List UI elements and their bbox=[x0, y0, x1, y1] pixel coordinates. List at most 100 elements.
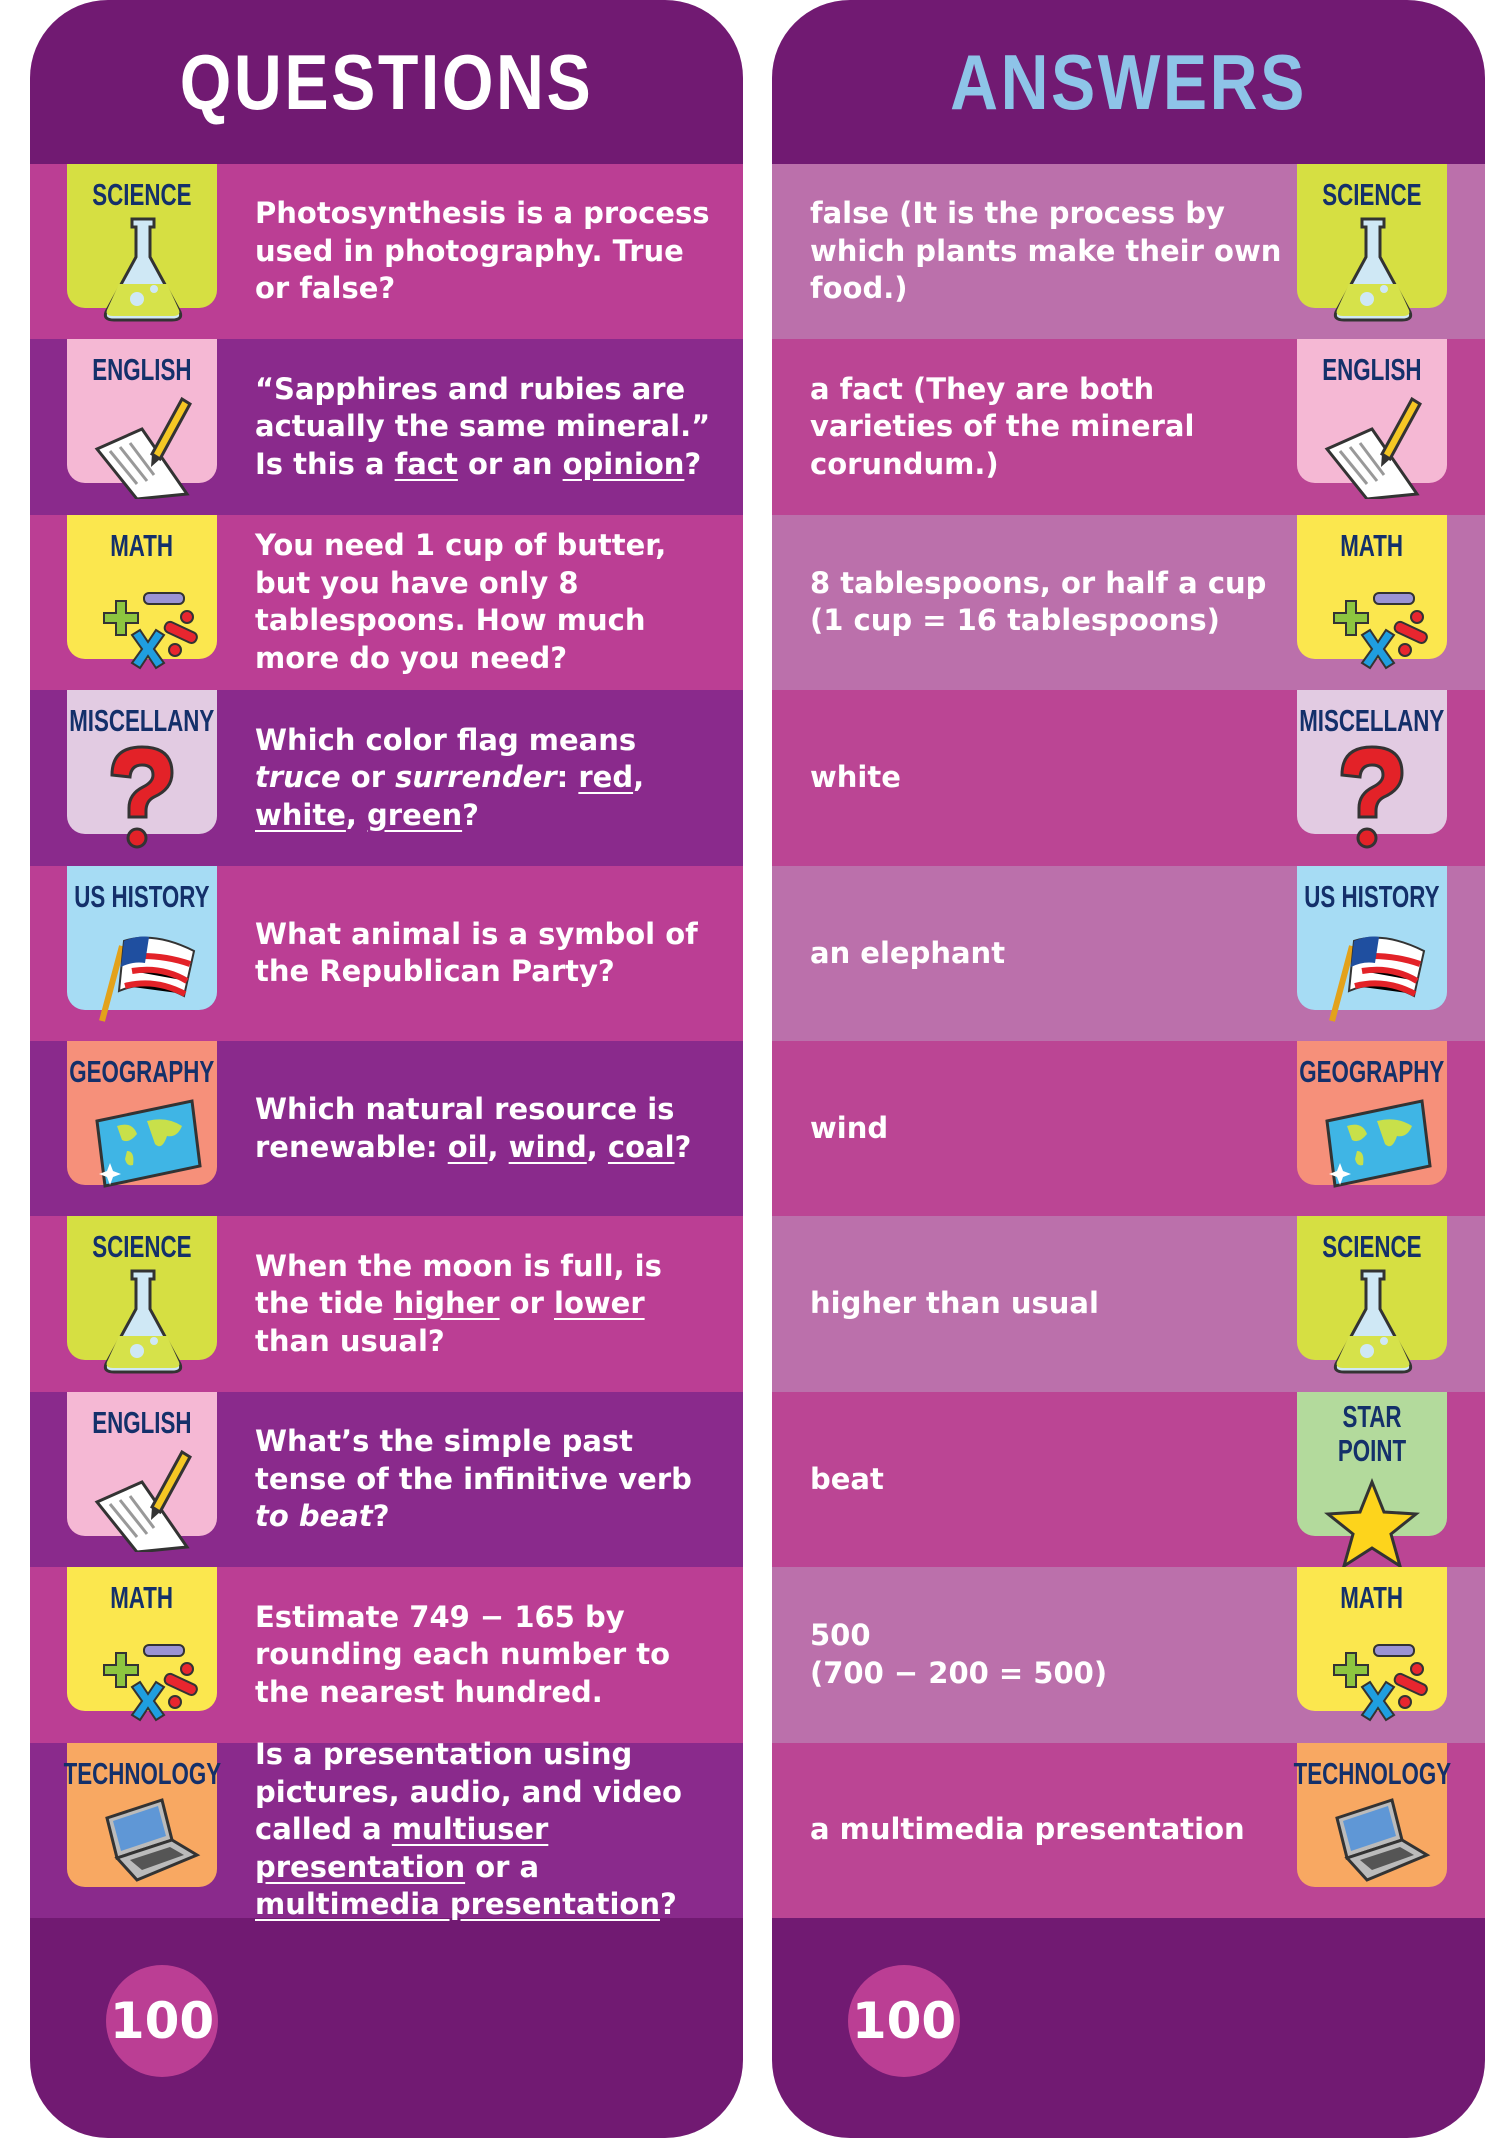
text-segment: a multimedia presentation bbox=[810, 1812, 1245, 1847]
category-label: MATH bbox=[1340, 527, 1404, 563]
category-label: SCIENCE bbox=[92, 177, 192, 212]
text-segment: an elephant bbox=[810, 935, 1006, 970]
answer-row: GEOGRAPHY wind bbox=[772, 1040, 1485, 1217]
question-text: You need 1 cup of butter, but you have o… bbox=[255, 527, 723, 677]
question-row: TECHNOLOGY Is a presentation using pictur… bbox=[30, 1737, 743, 1921]
category-label: SCIENCE bbox=[1322, 177, 1422, 212]
underlined-option: red bbox=[578, 760, 634, 795]
answer-row: SCIENCE false (It is the process by which… bbox=[772, 164, 1485, 340]
category-tile-math: MATH bbox=[1297, 514, 1447, 670]
italic-term: surrender bbox=[395, 760, 557, 795]
answer-text: 8 tablespoons, or half a cup (1 cup = 16… bbox=[810, 565, 1285, 640]
answer-row: TECHNOLOGY a multimedia presentation bbox=[772, 1742, 1485, 1918]
text-segment: , bbox=[633, 760, 645, 795]
underlined-option: white bbox=[255, 797, 346, 832]
answers-card: ANSWERS SCIENCE false (It is the process … bbox=[772, 0, 1485, 2138]
category-label: MATH bbox=[110, 527, 174, 563]
category-tile-english: ENGLISH bbox=[1297, 339, 1447, 500]
text-segment: Estimate 749 − 165 by rounding each numb… bbox=[255, 1599, 671, 1709]
text-segment: Photosynthesis is a process used in phot… bbox=[255, 196, 710, 306]
category-tile-science: SCIENCE bbox=[1297, 164, 1447, 322]
underlined-option: green bbox=[367, 797, 463, 832]
question-text: What animal is a symbol of the Republica… bbox=[255, 916, 723, 991]
question-row: ENGLISH “Sapphires and rubies are actuall… bbox=[30, 339, 743, 515]
question-row: GEOGRAPHY Which natural resource is renew… bbox=[30, 1040, 743, 1217]
underlined-option: multiuser presentation bbox=[255, 1812, 549, 1884]
question-row: SCIENCE Photosynthesis is a process used … bbox=[30, 164, 743, 340]
questions-title: QUESTIONS bbox=[179, 37, 594, 126]
text-segment: , bbox=[487, 1129, 509, 1164]
category-label: ENGLISH bbox=[92, 352, 192, 388]
category-label: TECHNOLOGY bbox=[63, 1755, 221, 1791]
question-text: When the moon is full, is the tide highe… bbox=[255, 1248, 723, 1361]
answer-text: an elephant bbox=[810, 935, 1005, 973]
text-segment: or bbox=[340, 760, 396, 795]
questions-list: SCIENCE Photosynthesis is a process used … bbox=[30, 164, 743, 1921]
underlined-option: higher bbox=[393, 1286, 500, 1321]
category-tile-english: ENGLISH bbox=[67, 339, 217, 500]
text-segment: What animal is a symbol of the Republica… bbox=[255, 916, 698, 989]
text-segment: : bbox=[556, 760, 579, 795]
answer-text: beat bbox=[810, 1461, 884, 1499]
category-label: ENGLISH bbox=[92, 1404, 192, 1440]
answer-row: STAR POINT beat bbox=[772, 1391, 1485, 1570]
text-segment: a fact (They are both varieties of the m… bbox=[810, 371, 1195, 481]
underlined-option: oil bbox=[447, 1129, 488, 1164]
category-tile-geography: GEOGRAPHY bbox=[67, 1040, 217, 1188]
answer-text: higher than usual bbox=[810, 1285, 1099, 1323]
text-segment: , bbox=[586, 1129, 608, 1164]
category-tile-starpoint: STAR POINT bbox=[1297, 1391, 1447, 1570]
category-label: GEOGRAPHY bbox=[69, 1053, 215, 1089]
category-tile-miscellany: MISCELLANY bbox=[1297, 690, 1447, 849]
answer-row: MISCELLANY white bbox=[772, 690, 1485, 866]
text-segment: or a bbox=[465, 1849, 540, 1884]
question-text: Which color flag means truce or surrende… bbox=[255, 722, 723, 835]
score-badge: 100 bbox=[848, 1965, 960, 2077]
answers-title: ANSWERS bbox=[950, 37, 1307, 126]
category-label: US HISTORY bbox=[74, 878, 210, 914]
italic-term: to beat bbox=[255, 1499, 373, 1534]
question-text: Is a presentation using pictures, audio,… bbox=[255, 1736, 723, 1924]
category-tile-science: SCIENCE bbox=[67, 164, 217, 322]
category-label: US HISTORY bbox=[1304, 878, 1440, 914]
answer-text: a multimedia presentation bbox=[810, 1811, 1245, 1849]
question-row: ENGLISH What’s the simple past tense of t… bbox=[30, 1391, 743, 1568]
text-segment: false (It is the process by which plants… bbox=[810, 196, 1282, 306]
question-row: MATH Estimate 749 − 165 by rounding each … bbox=[30, 1567, 743, 1743]
text-segment: ? bbox=[674, 1129, 692, 1164]
text-segment: wind bbox=[810, 1110, 889, 1145]
answer-text: white bbox=[810, 759, 901, 797]
text-segment: You need 1 cup of butter, but you have o… bbox=[255, 528, 667, 675]
category-tile-geography: GEOGRAPHY bbox=[1297, 1040, 1447, 1188]
category-tile-ushistory: US HISTORY bbox=[67, 865, 217, 1022]
answers-list: SCIENCE false (It is the process by which… bbox=[772, 164, 1485, 1918]
category-tile-ushistory: US HISTORY bbox=[1297, 865, 1447, 1022]
text-segment: ? bbox=[659, 1887, 677, 1922]
underlined-option: wind bbox=[508, 1129, 587, 1164]
answer-row: MATH 500 (700 − 200 = 500) bbox=[772, 1567, 1485, 1743]
category-tile-math: MATH bbox=[67, 1567, 217, 1722]
category-tile-science: SCIENCE bbox=[67, 1216, 217, 1374]
question-text: What’s the simple past tense of the infi… bbox=[255, 1423, 723, 1536]
category-label: GEOGRAPHY bbox=[1299, 1053, 1445, 1089]
text-segment: ? bbox=[684, 446, 702, 481]
text-segment: When the moon is full, is the tide bbox=[255, 1248, 662, 1321]
text-segment: 8 tablespoons, or half a cup (1 cup = 16… bbox=[810, 565, 1267, 638]
answers-footer: 100 bbox=[772, 1918, 1485, 2138]
answer-row: SCIENCE higher than usual bbox=[772, 1216, 1485, 1392]
text-segment: than usual? bbox=[255, 1323, 445, 1358]
text-segment: higher than usual bbox=[810, 1286, 1099, 1321]
underlined-option: fact bbox=[394, 446, 458, 481]
category-label: TECHNOLOGY bbox=[1293, 1755, 1451, 1791]
category-tile-science: SCIENCE bbox=[1297, 1216, 1447, 1374]
underlined-option: lower bbox=[554, 1286, 645, 1321]
underlined-option: multimedia presentation bbox=[255, 1887, 660, 1922]
text-segment: ? bbox=[462, 797, 479, 832]
score-badge: 100 bbox=[106, 1965, 218, 2077]
text-segment: or an bbox=[457, 446, 563, 481]
text-segment: 500 (700 − 200 = 500) bbox=[810, 1618, 1108, 1690]
category-label: MISCELLANY bbox=[69, 703, 215, 739]
category-tile-technology: TECHNOLOGY bbox=[63, 1742, 221, 1887]
category-tile-technology: TECHNOLOGY bbox=[1293, 1742, 1451, 1887]
text-segment: “Sapphires and rubies are actually the s… bbox=[255, 371, 711, 481]
